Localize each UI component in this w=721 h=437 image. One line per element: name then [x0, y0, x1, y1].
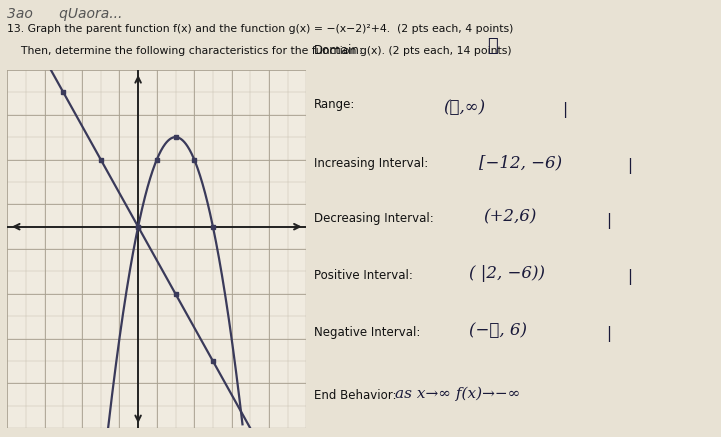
Text: Then, determine the following characteristics for the function g(x). (2 pts each: Then, determine the following characteri… — [7, 46, 512, 56]
Text: Increasing Interval:: Increasing Interval: — [314, 157, 428, 170]
Text: ℝ: ℝ — [487, 37, 497, 55]
Text: as x→∞ f(x)→−∞: as x→∞ f(x)→−∞ — [395, 387, 521, 401]
Text: (+2,6): (+2,6) — [483, 209, 536, 225]
Text: [−12, −6): [−12, −6) — [479, 154, 562, 171]
Text: Range:: Range: — [314, 98, 355, 111]
Text: Positive Interval:: Positive Interval: — [314, 269, 412, 282]
Text: (−ℝ, 6): (−ℝ, 6) — [469, 323, 526, 339]
Text: 13. Graph the parent function f(x) and the function g(x) = −(x−2)²+4.  (2 pts ea: 13. Graph the parent function f(x) and t… — [7, 24, 513, 34]
Text: |: | — [606, 326, 611, 342]
Text: End Behavior:: End Behavior: — [314, 389, 396, 402]
Text: Domain:: Domain: — [314, 44, 363, 57]
Text: |: | — [627, 158, 632, 174]
Text: |: | — [606, 213, 611, 229]
Text: ( |2, −6)): ( |2, −6)) — [469, 266, 544, 282]
Text: Decreasing Interval:: Decreasing Interval: — [314, 212, 433, 225]
Text: 3ao      qUaora...: 3ao qUaora... — [7, 7, 123, 21]
Text: (✕,∞): (✕,∞) — [443, 99, 485, 115]
Text: Negative Interval:: Negative Interval: — [314, 326, 420, 339]
Text: |: | — [562, 102, 567, 118]
Text: |: | — [627, 270, 632, 285]
